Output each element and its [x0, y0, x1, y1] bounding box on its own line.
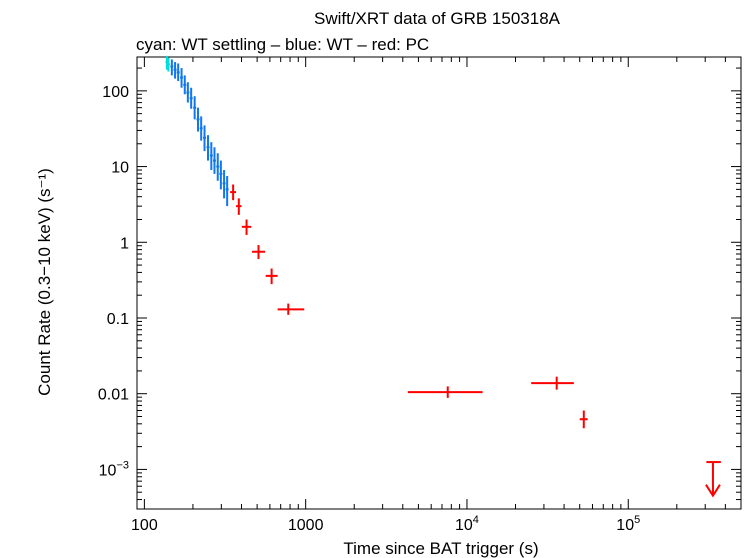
data-point	[176, 63, 180, 81]
y-tick-label: 10−3	[99, 459, 129, 479]
x-axis-ticks: 100 1000 104 105	[131, 57, 742, 534]
chart-title: Swift/XRT data of GRB 150318A	[314, 9, 561, 28]
x-tick-label-base: 10	[616, 517, 634, 534]
chart-subtitle: cyan: WT settling – blue: WT – red: PC	[136, 35, 429, 54]
y-tick-label: 10	[111, 160, 129, 177]
data-point	[209, 142, 213, 171]
data-point	[173, 62, 177, 79]
data-point	[531, 376, 574, 390]
data-point	[407, 386, 483, 398]
data-point	[199, 116, 203, 141]
series-wt-settling	[165, 55, 170, 72]
data-point	[196, 107, 200, 132]
x-tick-label-exponent: 4	[473, 514, 479, 526]
data-marks	[165, 55, 721, 498]
x-tick-label-base: 10	[455, 517, 473, 534]
x-tick-label: 1000	[288, 517, 324, 534]
data-point	[189, 87, 193, 109]
x-tick-label: 104	[455, 514, 479, 534]
data-point	[170, 59, 174, 76]
data-point	[216, 153, 220, 181]
data-point	[236, 198, 242, 215]
x-tick-label: 100	[131, 517, 158, 534]
data-point	[166, 57, 170, 72]
series-pc	[230, 184, 588, 429]
data-point	[180, 68, 184, 88]
y-tick-label: 0.1	[107, 311, 129, 328]
series-wt	[170, 59, 229, 207]
y-tick-label-base: 10	[99, 462, 117, 479]
data-point	[252, 245, 266, 260]
upper-limit	[705, 461, 721, 498]
y-axis-label: Count Rate (0.3−10 keV) (s⁻¹)	[35, 168, 54, 396]
plot-border	[136, 56, 742, 510]
y-tick-label: 1	[120, 235, 129, 252]
data-point	[265, 268, 278, 285]
data-point	[225, 176, 229, 207]
data-point	[193, 96, 197, 120]
plot-frame	[136, 56, 742, 510]
data-point	[183, 75, 187, 95]
upper-limit-arrow-head	[705, 484, 721, 498]
data-point	[230, 184, 237, 201]
data-point	[222, 170, 226, 199]
y-tick-label: 0.01	[98, 387, 129, 404]
data-point	[203, 125, 207, 152]
data-point	[219, 160, 223, 190]
y-tick-label: 100	[102, 84, 129, 101]
data-point	[212, 147, 216, 174]
y-tick-label-exponent: −3	[116, 459, 129, 471]
data-point	[277, 303, 305, 315]
data-point	[186, 82, 190, 103]
data-point	[206, 135, 210, 161]
x-axis-label: Time since BAT trigger (s)	[343, 539, 538, 558]
x-tick-label: 105	[616, 514, 640, 534]
data-point	[579, 410, 588, 429]
data-point	[241, 219, 252, 235]
x-tick-label-exponent: 5	[634, 514, 640, 526]
